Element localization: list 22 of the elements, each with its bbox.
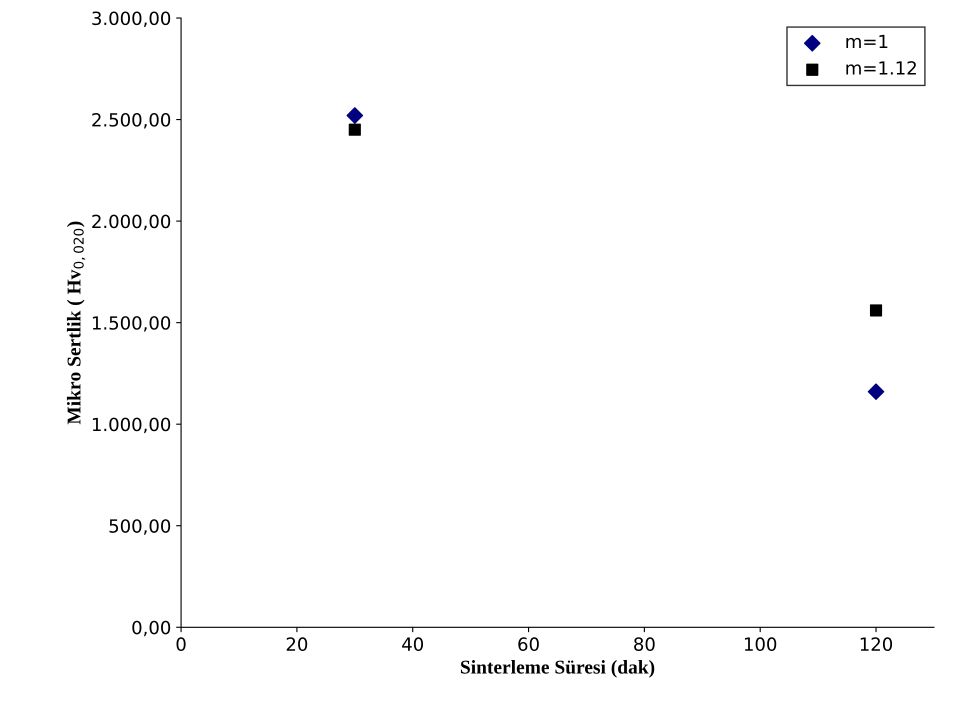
legend-label: m=1.12 xyxy=(846,61,916,74)
x-tick-label: 100 xyxy=(744,637,776,651)
x-tick-label: 120 xyxy=(860,637,892,651)
point xyxy=(870,304,882,317)
point xyxy=(868,383,884,400)
point xyxy=(348,124,361,136)
x-tick-label: 60 xyxy=(518,637,539,651)
y-axis-title: Mikro Sertlik ( Hv$_{0,020}$) xyxy=(66,222,86,424)
x-tick-label: 0 xyxy=(176,637,186,651)
x-tick-label: 20 xyxy=(286,637,308,651)
y-tick-label: 1.000,00 xyxy=(92,418,170,434)
legend-label: m=1 xyxy=(846,34,888,48)
x-tick-label: 80 xyxy=(634,637,655,651)
y-tick-label: 2.000,00 xyxy=(92,214,170,230)
y-tick-label: 3.000,00 xyxy=(92,11,170,27)
y-tick-label: 2.500,00 xyxy=(92,113,170,129)
y-tick-label: 1.500,00 xyxy=(92,316,170,332)
y-tick-label: 500,00 xyxy=(110,519,170,535)
y-tick-label: 0,00 xyxy=(132,620,170,636)
x-tick-label: 40 xyxy=(402,637,424,651)
point xyxy=(346,107,364,124)
x-axis-title: Sinterleme Süresi (dak) xyxy=(460,660,654,678)
